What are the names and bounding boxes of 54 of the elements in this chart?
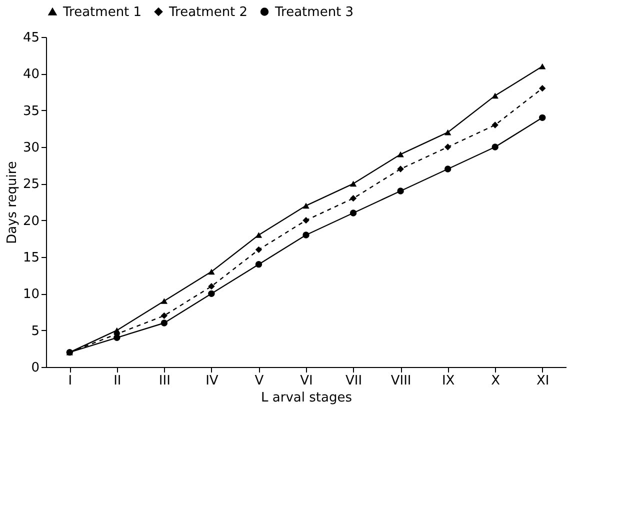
x-tick-label: XI <box>536 374 550 388</box>
x-tick-label: V <box>254 374 264 388</box>
y-axis-title: Days require <box>4 161 20 244</box>
x-tick-label: IV <box>206 374 218 388</box>
point <box>444 144 452 150</box>
point <box>350 194 357 202</box>
x-tick-label: III <box>158 374 170 388</box>
point <box>208 268 215 275</box>
point <box>255 246 262 254</box>
point <box>208 290 215 298</box>
x-tick-label: I <box>68 374 72 388</box>
legend-label: Treatment 2 <box>168 4 248 20</box>
x-axis-title: L arval stages <box>261 390 352 406</box>
point <box>114 334 120 342</box>
y-tick-label: 10 <box>22 287 40 302</box>
legend-label: Treatment 1 <box>62 4 142 20</box>
point <box>302 216 310 224</box>
point <box>539 114 546 122</box>
point <box>397 151 404 158</box>
point <box>160 312 168 320</box>
point <box>444 129 452 136</box>
point <box>160 320 168 326</box>
x-tick-label: VII <box>345 374 362 388</box>
point <box>492 122 498 128</box>
point <box>444 166 452 172</box>
x-tick-label: X <box>491 374 500 388</box>
x-tick-label: IX <box>442 374 455 388</box>
x-tick-label: II <box>114 374 122 388</box>
y-tick-label: 15 <box>22 250 40 266</box>
point <box>208 282 215 290</box>
x-tick-label: VI <box>300 374 313 388</box>
y-tick-label: 25 <box>22 177 40 192</box>
point <box>255 260 262 268</box>
point <box>492 92 498 99</box>
point <box>397 188 404 194</box>
point <box>492 144 498 150</box>
point <box>350 180 357 187</box>
point <box>539 63 546 70</box>
y-tick-label: 35 <box>22 104 40 119</box>
y-tick-label: 5 <box>31 324 40 339</box>
point <box>397 166 404 172</box>
y-tick-label: 45 <box>22 30 40 46</box>
point <box>302 232 310 238</box>
x-tick-label: VIII <box>390 374 412 388</box>
legend-label: Treatment 3 <box>274 4 354 20</box>
point <box>160 298 168 304</box>
y-tick-label: 0 <box>31 360 40 376</box>
y-tick-label: 20 <box>22 214 40 229</box>
point <box>539 84 546 92</box>
point <box>255 232 262 238</box>
y-tick-label: 30 <box>22 140 40 156</box>
y-tick-label: 40 <box>22 67 40 82</box>
point <box>350 210 357 216</box>
point <box>302 202 310 209</box>
